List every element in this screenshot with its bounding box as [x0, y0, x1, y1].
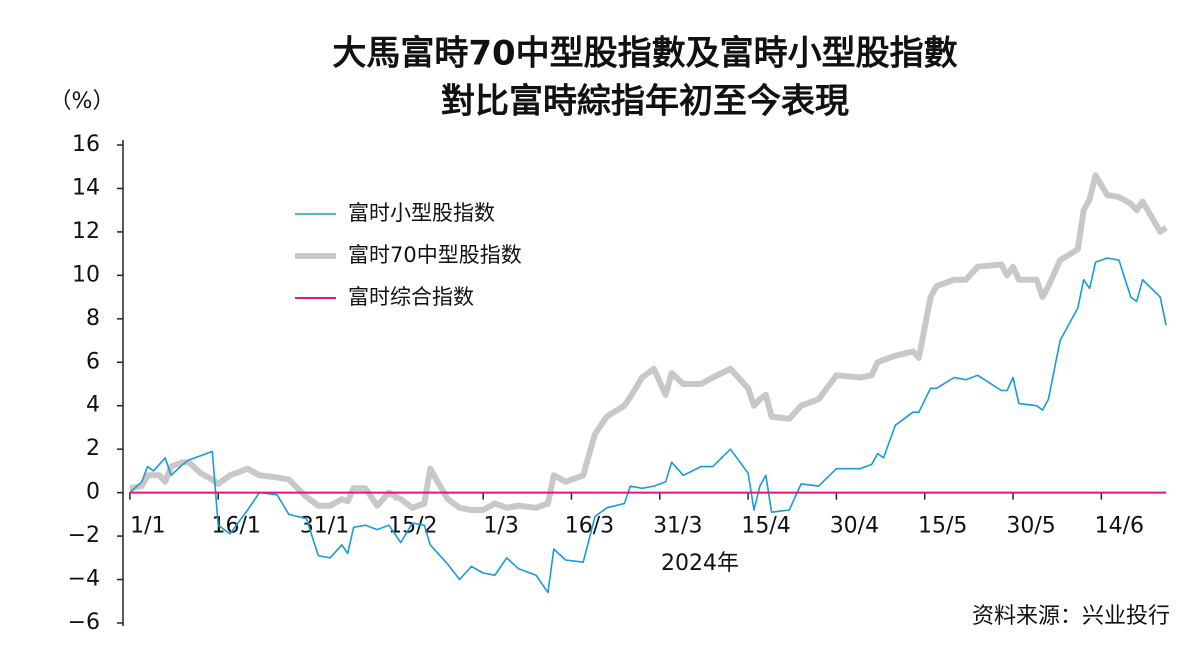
y-tick-label: 16: [72, 132, 100, 157]
y-axis-label: （%）: [50, 89, 115, 114]
y-tick-label: 12: [72, 219, 100, 244]
x-tick-label: 14/6: [1095, 514, 1144, 539]
legend-label: 富时小型股指数: [348, 201, 495, 225]
x-tick-label: 30/5: [1006, 514, 1055, 539]
x-axis-label: 2024年: [661, 551, 739, 576]
x-tick-label: 15/5: [918, 514, 967, 539]
legend-label: 富时70中型股指数: [348, 243, 522, 267]
x-tick-label: 15/2: [388, 514, 437, 539]
y-tick-label: −2: [68, 523, 100, 548]
y-tick-label: 2: [86, 436, 100, 461]
x-tick-label: 31/3: [653, 514, 702, 539]
x-tick-label: 1/3: [483, 514, 518, 539]
y-tick-label: 4: [86, 393, 100, 418]
series-line: [129, 257, 1167, 594]
chart-title: 對比富時綜指年初至今表現: [441, 82, 849, 122]
chart-title: 大馬富時70中型股指數及富時小型股指數: [332, 34, 957, 74]
y-tick-label: 6: [86, 349, 100, 374]
x-tick-label: 16/3: [565, 514, 614, 539]
legend-label: 富时综合指数: [348, 285, 474, 309]
x-tick-label: 30/4: [830, 514, 879, 539]
y-tick-label: 0: [86, 480, 100, 505]
y-tick-label: 14: [72, 175, 100, 200]
y-tick-label: −4: [68, 567, 100, 592]
source-note: 资料来源：兴业投行: [972, 604, 1170, 629]
series-line: [129, 172, 1168, 513]
y-tick-label: −6: [68, 610, 100, 635]
x-tick-label: 31/1: [300, 514, 349, 539]
y-tick-label: 8: [86, 306, 100, 331]
x-tick-label: 15/4: [741, 514, 790, 539]
y-tick-label: 10: [72, 262, 100, 287]
x-tick-label: 1/1: [130, 514, 165, 539]
